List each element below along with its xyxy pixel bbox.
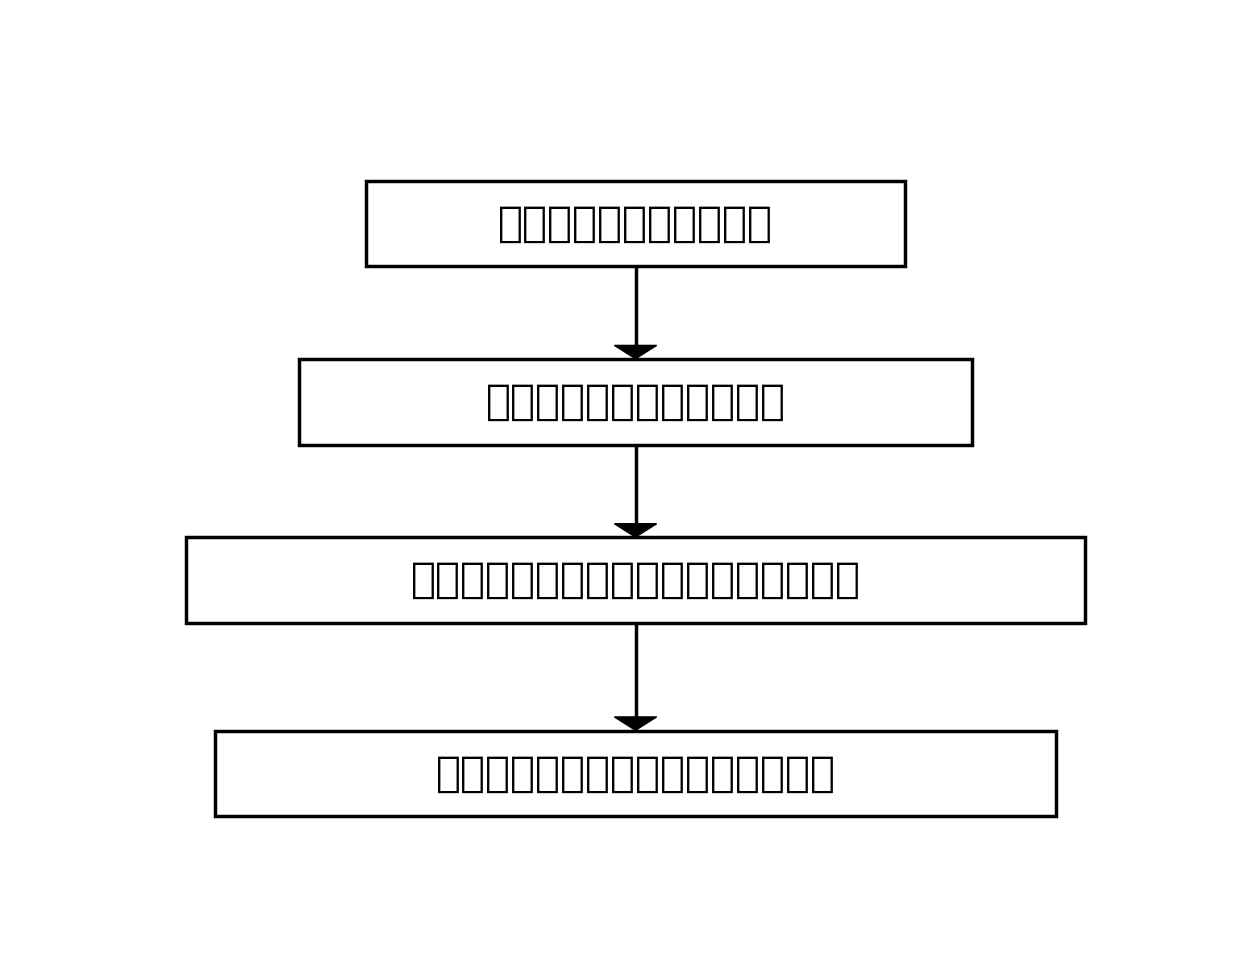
Polygon shape (614, 717, 657, 731)
Bar (299, 359, 972, 445)
Text: 建立可重构片上资源阵列: 建立可重构片上资源阵列 (498, 203, 773, 244)
Bar (215, 731, 1056, 816)
Text: 建立可重构多核的片上网络: 建立可重构多核的片上网络 (486, 381, 785, 423)
Bar (186, 538, 1085, 623)
Text: 在片上网络的连线交叉处配置片上路由器: 在片上网络的连线交叉处配置片上路由器 (410, 559, 861, 601)
Bar (367, 180, 905, 266)
Polygon shape (614, 524, 657, 538)
Polygon shape (614, 345, 657, 359)
Text: 将可编程逻辑块连接到片上路由器上: 将可编程逻辑块连接到片上路由器上 (435, 753, 836, 794)
